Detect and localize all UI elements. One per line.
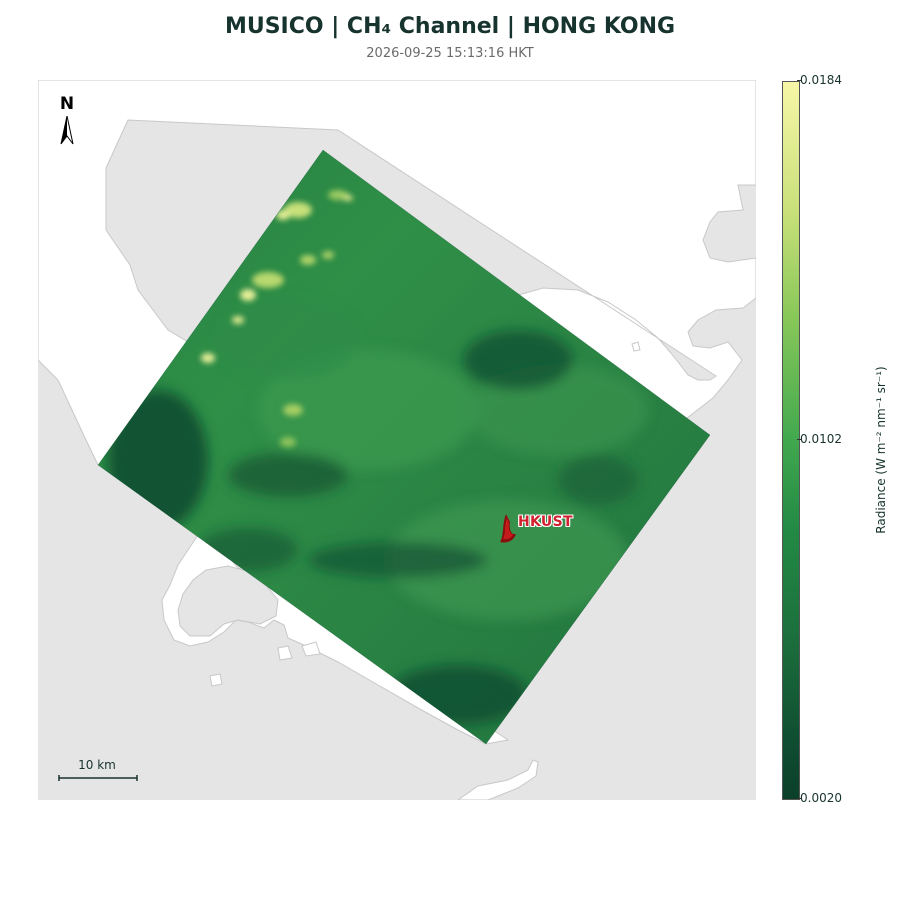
hkust-label: HKUST: [518, 514, 573, 530]
north-arrow: N: [56, 94, 78, 145]
islet: [631, 341, 641, 352]
islet: [301, 641, 321, 657]
islet: [277, 645, 293, 661]
map-timestamp: 2026-09-25 15:13:16 HKT: [366, 46, 534, 61]
map-svg: [38, 80, 756, 800]
colorbar-tick-mid: 0.0102: [797, 432, 842, 446]
north-arrow-icon: [60, 116, 74, 145]
colorbar-label: Radiance (W m⁻² nm⁻¹ sr⁻¹): [874, 366, 888, 534]
map-title: MUSICO | CH₄ Channel | HONG KONG: [224, 14, 676, 39]
colorbar: [782, 81, 800, 800]
scale-bar-label: 10 km: [78, 758, 116, 772]
scale-bar: 10 km: [56, 758, 138, 781]
water-channel-bottom: [457, 759, 539, 800]
north-label: N: [59, 94, 75, 114]
colorbar-tick-max: 0.0184: [797, 73, 842, 87]
scale-bar-line: [58, 775, 138, 781]
islet: [209, 673, 223, 687]
hkust-site-marker: [500, 514, 516, 543]
colorbar-tick-min: 0.0020: [797, 791, 842, 805]
map-canvas[interactable]: [38, 80, 756, 800]
